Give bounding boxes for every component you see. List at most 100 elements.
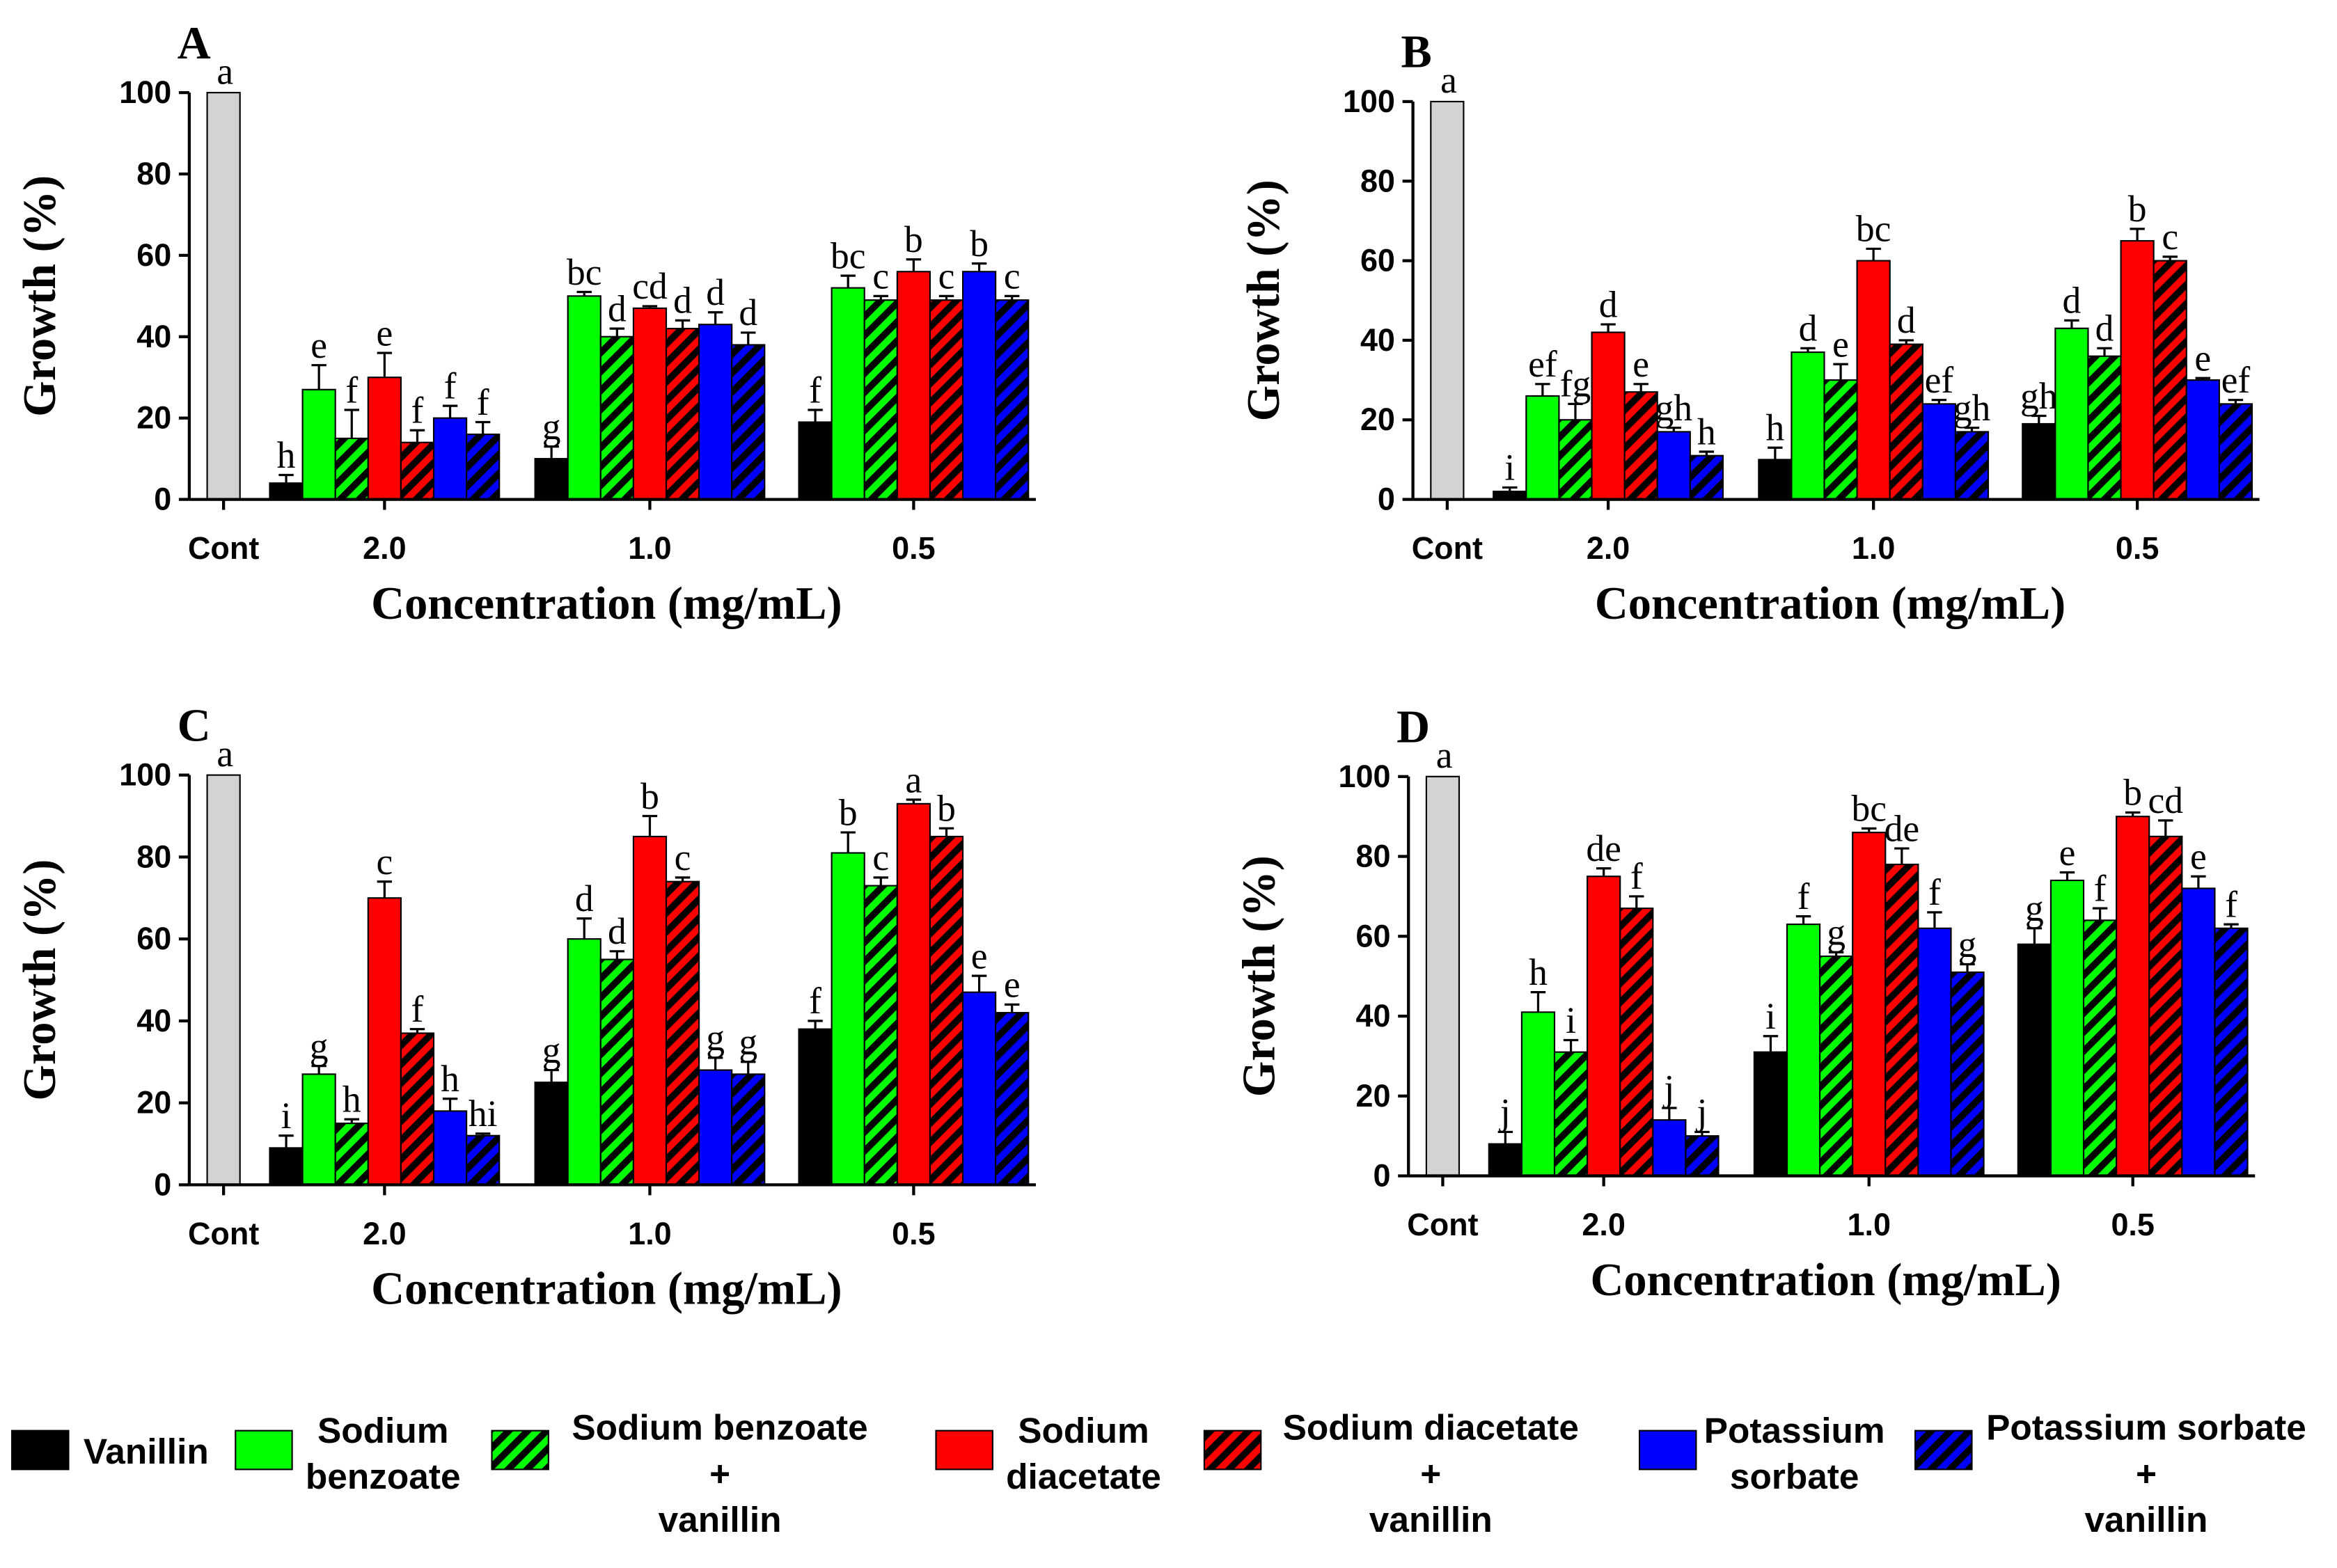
significance-letter: c	[376, 841, 393, 882]
bar	[534, 1082, 569, 1186]
bar	[632, 307, 668, 500]
significance-letter: e	[1832, 324, 1849, 365]
bar	[400, 1032, 435, 1186]
bar	[301, 1073, 336, 1186]
significance-letter: h	[1697, 411, 1716, 452]
bar	[929, 299, 964, 500]
error-bar	[938, 294, 954, 301]
error-bar	[2191, 875, 2206, 889]
significance-letter: d	[2095, 308, 2114, 349]
bar	[961, 271, 997, 500]
error-bar	[278, 473, 294, 484]
bar	[2054, 327, 2089, 500]
error-bar	[873, 294, 889, 301]
x-tick-label: 0.5	[2116, 530, 2159, 566]
significance-letter: c	[872, 255, 889, 297]
bar	[301, 388, 336, 500]
significance-letter: ef	[1925, 359, 1954, 401]
significance-letter: j	[1499, 1091, 1511, 1133]
significance-letter: e	[310, 324, 327, 366]
bar	[599, 335, 634, 500]
y-tick-label: 80	[1356, 839, 1391, 874]
error-bar	[2228, 399, 2244, 404]
bar	[1921, 403, 1956, 500]
x-tick-label: 0.5	[892, 530, 935, 566]
error-bar	[377, 880, 393, 898]
significance-letter: bc	[1851, 788, 1887, 830]
significance-letter: f	[477, 381, 489, 423]
error-bar	[1600, 323, 1616, 333]
y-tick-label: 80	[136, 839, 171, 874]
significance-letter: b	[2128, 188, 2147, 230]
error-bar	[1699, 450, 1715, 456]
error-bar	[1535, 383, 1550, 396]
significance-letter: gh	[2020, 375, 2058, 417]
significance-letter: g	[706, 1017, 725, 1059]
y-tick-label: 80	[136, 156, 171, 191]
significance-letter: d	[673, 280, 692, 322]
bar	[2218, 403, 2253, 500]
error-bar	[2195, 377, 2211, 381]
legend-label: benzoate	[306, 1456, 461, 1496]
error-bar	[2027, 927, 2043, 944]
significance-letter: b	[970, 223, 989, 264]
significance-letter: c	[2162, 216, 2178, 258]
bar	[367, 897, 402, 1186]
error-bar	[2162, 255, 2178, 261]
x-axis-label: Concentration (mg/mL)	[371, 1264, 842, 1315]
bar	[334, 1123, 369, 1186]
error-bar	[1694, 1130, 1710, 1137]
bar	[1685, 1135, 1720, 1177]
legend-label: Sodium	[317, 1410, 448, 1450]
panel-title: A	[178, 18, 211, 69]
significance-letter: a	[1436, 734, 1453, 776]
x-tick-label: 2.0	[1582, 1207, 1625, 1242]
error-bar	[840, 831, 856, 853]
error-bar	[1833, 363, 1848, 381]
error-bar	[609, 950, 625, 960]
y-tick-label: 20	[136, 400, 171, 436]
x-axis-label: Concentration (mg/mL)	[1595, 578, 2065, 629]
bar	[1786, 924, 1821, 1177]
y-tick-label: 0	[154, 1166, 171, 1202]
x-tick-label: 2.0	[1587, 530, 1630, 566]
bar	[798, 1028, 833, 1186]
significance-letter: d	[739, 292, 757, 333]
y-axis-label: Growth (%)	[1238, 180, 1289, 421]
error-bar	[906, 258, 922, 272]
bar	[334, 437, 369, 500]
significance-letter: e	[971, 935, 988, 976]
y-tick-label: 60	[136, 921, 171, 956]
bar	[632, 835, 668, 1186]
y-axis-label: Growth (%)	[15, 175, 65, 417]
bar	[269, 482, 304, 500]
bar	[567, 938, 601, 1186]
panel-title: B	[1401, 27, 1431, 78]
y-tick-label: 0	[154, 482, 171, 517]
significance-letter: d	[2063, 280, 2082, 322]
significance-letter: f	[444, 365, 457, 406]
significance-letter: b	[640, 775, 659, 817]
error-bar	[2097, 347, 2112, 356]
legend-label: vanillin	[659, 1499, 782, 1539]
significance-letter: e	[1632, 343, 1649, 385]
significance-letter: ef	[2221, 359, 2251, 401]
error-bar	[1596, 867, 1612, 877]
error-bar	[2158, 819, 2173, 837]
bar	[1525, 395, 1560, 500]
significance-letter: h	[1765, 407, 1784, 449]
bar	[2214, 927, 2249, 1177]
significance-letter: de	[1884, 807, 1920, 849]
significance-letter: de	[1586, 827, 1621, 869]
error-bar	[609, 327, 625, 337]
error-bar	[1633, 383, 1649, 393]
bar	[1619, 908, 1654, 1177]
significance-letter: d	[608, 910, 627, 952]
y-tick-label: 0	[1378, 482, 1395, 517]
significance-letter: g	[1827, 912, 1846, 953]
significance-letter: fg	[1560, 363, 1591, 405]
bar	[1656, 431, 1691, 500]
significance-letter: c	[675, 837, 691, 878]
significance-letter: f	[1797, 876, 1810, 917]
